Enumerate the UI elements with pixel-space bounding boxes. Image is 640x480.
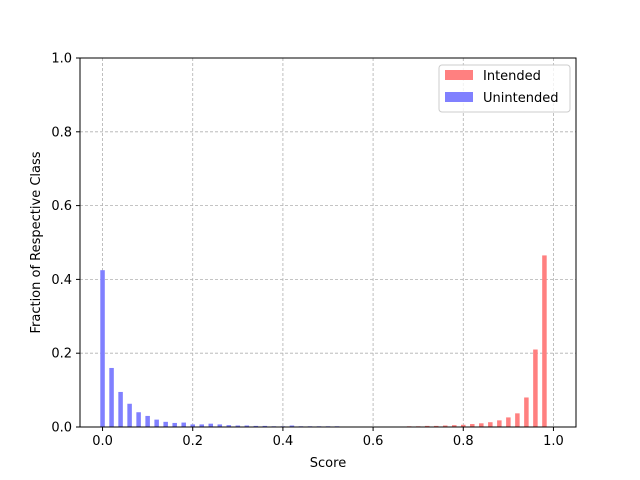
bar-unintended	[217, 424, 223, 427]
bar-unintended	[262, 425, 268, 427]
bar-unintended	[199, 424, 204, 427]
bar-unintended	[136, 412, 141, 427]
bar-intended	[461, 424, 466, 427]
bar-unintended	[100, 270, 105, 427]
legend-label-intended: Intended	[483, 69, 541, 84]
bar-intended	[479, 423, 484, 427]
bar-unintended	[289, 425, 295, 427]
bar-unintended	[235, 425, 241, 427]
legend: Intended Unintended	[438, 64, 571, 113]
x-tick-label: 0.0	[92, 434, 113, 449]
bar-unintended	[190, 424, 195, 427]
bar-unintended	[163, 421, 168, 427]
bar-intended	[515, 413, 520, 427]
bar-unintended	[172, 422, 177, 427]
bar-unintended	[154, 419, 159, 427]
x-tick-label: 1.0	[543, 434, 564, 449]
bar-intended	[424, 425, 430, 427]
y-tick-label: 1.0	[51, 52, 72, 67]
x-tick-label: 0.4	[273, 434, 294, 449]
y-tick-label: 0.4	[51, 273, 72, 288]
grid-lines	[80, 57, 576, 428]
legend-label-unintended: Unintended	[483, 91, 558, 106]
y-tick-label: 0.8	[51, 125, 72, 140]
y-tick-label: 0.6	[51, 199, 72, 214]
bar-intended	[452, 425, 457, 427]
y-axis-label: Fraction of Respective Class	[29, 151, 44, 333]
x-tick-label: 0.8	[453, 434, 474, 449]
x-axis-label: Score	[310, 456, 346, 471]
bar-unintended	[145, 415, 150, 427]
bar-intended	[497, 420, 502, 427]
y-tick-label: 0.0	[51, 421, 72, 436]
bar-unintended	[208, 423, 214, 427]
bar-unintended	[181, 422, 186, 427]
bar-unintended	[109, 367, 114, 427]
bar-intended	[506, 417, 511, 427]
bar-intended	[524, 397, 529, 427]
axis-ticks: 0.0 0.2 0.4 0.6 0.8 1.0 0.0 0.2 0.4 0.6 0.8 1.0	[51, 52, 563, 450]
bar-unintended	[253, 425, 259, 427]
bars	[100, 255, 547, 427]
bar-intended	[533, 349, 538, 427]
plot-frame	[79, 57, 577, 428]
x-tick-label: 0.6	[363, 434, 384, 449]
y-tick-label: 0.2	[51, 347, 72, 362]
bar-intended	[542, 255, 547, 427]
x-tick-label: 0.2	[182, 434, 203, 449]
legend-swatch-unintended	[445, 92, 473, 102]
bar-unintended	[226, 425, 232, 427]
legend-swatch-intended	[445, 70, 473, 80]
bar-unintended	[118, 391, 123, 427]
bar-unintended	[244, 425, 250, 427]
bar-intended	[488, 422, 493, 427]
bar-intended	[470, 424, 475, 427]
bar-intended	[442, 425, 448, 427]
bar-unintended	[127, 403, 132, 427]
bar-intended	[433, 425, 439, 427]
